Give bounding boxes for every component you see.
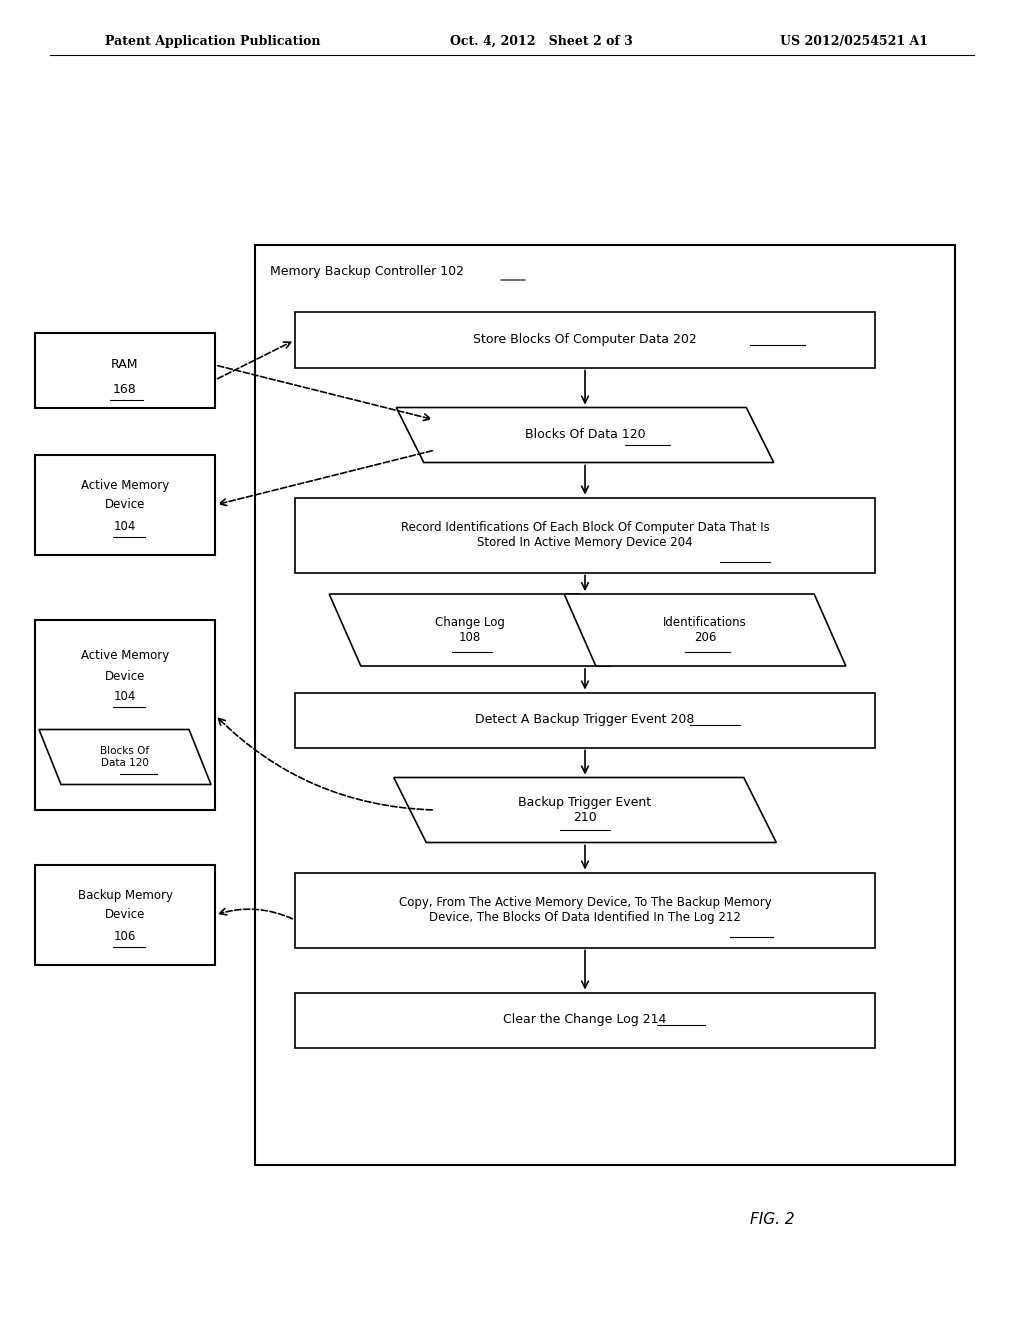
Text: Backup Memory: Backup Memory	[78, 888, 172, 902]
FancyBboxPatch shape	[35, 865, 215, 965]
Text: RAM: RAM	[112, 359, 138, 371]
Text: Device: Device	[104, 908, 145, 921]
Text: Identifications
206: Identifications 206	[664, 616, 746, 644]
Text: US 2012/0254521 A1: US 2012/0254521 A1	[780, 36, 928, 48]
Text: Copy, From The Active Memory Device, To The Backup Memory
Device, The Blocks Of : Copy, From The Active Memory Device, To …	[398, 896, 771, 924]
Text: FIG. 2: FIG. 2	[750, 1213, 795, 1228]
FancyBboxPatch shape	[35, 455, 215, 554]
FancyBboxPatch shape	[255, 246, 955, 1166]
FancyBboxPatch shape	[295, 313, 874, 367]
Text: 104: 104	[114, 690, 136, 704]
Text: Backup Trigger Event
210: Backup Trigger Event 210	[518, 796, 651, 824]
Text: 106: 106	[114, 931, 136, 944]
Text: Blocks Of Data 120: Blocks Of Data 120	[524, 429, 645, 441]
Text: Record Identifications Of Each Block Of Computer Data That Is
Stored In Active M: Record Identifications Of Each Block Of …	[400, 521, 769, 549]
FancyBboxPatch shape	[295, 873, 874, 948]
Text: 168: 168	[113, 384, 137, 396]
Text: Device: Device	[104, 671, 145, 684]
Text: Blocks Of
Data 120: Blocks Of Data 120	[100, 746, 150, 768]
FancyBboxPatch shape	[295, 693, 874, 747]
Polygon shape	[329, 594, 611, 667]
Text: Memory Backup Controller 102: Memory Backup Controller 102	[270, 265, 464, 279]
Text: Active Memory: Active Memory	[81, 479, 169, 491]
Text: Oct. 4, 2012   Sheet 2 of 3: Oct. 4, 2012 Sheet 2 of 3	[450, 36, 633, 48]
Text: Device: Device	[104, 499, 145, 511]
Polygon shape	[564, 594, 846, 667]
Polygon shape	[394, 777, 776, 842]
Text: 104: 104	[114, 520, 136, 533]
Polygon shape	[39, 730, 211, 784]
FancyBboxPatch shape	[295, 993, 874, 1048]
FancyBboxPatch shape	[35, 620, 215, 810]
Text: Active Memory: Active Memory	[81, 648, 169, 661]
Text: Change Log
108: Change Log 108	[435, 616, 505, 644]
Text: Store Blocks Of Computer Data 202: Store Blocks Of Computer Data 202	[473, 334, 697, 346]
FancyBboxPatch shape	[295, 498, 874, 573]
Polygon shape	[396, 408, 774, 462]
FancyBboxPatch shape	[35, 333, 215, 408]
Text: Clear the Change Log 214: Clear the Change Log 214	[504, 1014, 667, 1027]
Text: Patent Application Publication: Patent Application Publication	[105, 36, 321, 48]
Text: Detect A Backup Trigger Event 208: Detect A Backup Trigger Event 208	[475, 714, 694, 726]
